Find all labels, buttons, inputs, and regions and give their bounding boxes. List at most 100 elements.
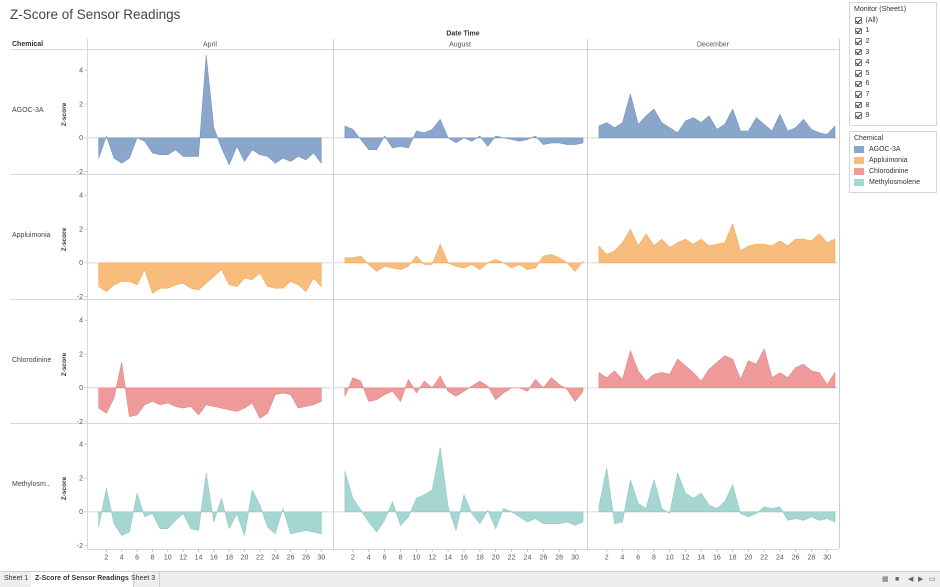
- legend-label: AGOC-3A: [869, 146, 901, 153]
- x-tick-label: 12: [179, 555, 187, 562]
- x-tick-label: 24: [271, 555, 279, 562]
- x-tick-label: 24: [524, 555, 532, 562]
- y-axis-label: Z-score: [61, 227, 68, 251]
- monitor-option[interactable]: 1: [850, 26, 936, 37]
- chemical-legend-panel: Chemical AGOC-3A Appluimonia Chlorodinine M…: [849, 131, 937, 193]
- legend-item[interactable]: Appluimonia: [850, 155, 936, 166]
- checkbox-checked-icon[interactable]: [855, 101, 862, 109]
- monitor-option-label: 8: [865, 101, 870, 109]
- x-tick-label: 26: [539, 555, 547, 562]
- legend-item[interactable]: Chlorodinine: [850, 166, 936, 177]
- monitor-option[interactable]: 4: [850, 57, 936, 68]
- y-tick-label: -2: [77, 543, 83, 550]
- x-tick-label: 28: [302, 555, 310, 562]
- x-tick-label: 28: [555, 555, 563, 562]
- x-tick-label: 6: [636, 555, 640, 562]
- sheet-tab[interactable]: Z-Score of Sensor Readings: [31, 572, 134, 587]
- y-tick-label: 0: [79, 385, 83, 392]
- y-tick-label: 2: [79, 226, 83, 233]
- monitor-option-label: 4: [865, 59, 870, 67]
- area-series-methylosmolene-august: [344, 447, 584, 533]
- x-tick-label: 26: [287, 555, 295, 562]
- checkbox-checked-icon[interactable]: [855, 112, 862, 119]
- legend-swatch: [854, 179, 864, 186]
- checkbox-checked-icon[interactable]: [855, 17, 862, 24]
- monitor-option[interactable]: 8: [850, 100, 936, 111]
- checkbox-checked-icon[interactable]: [855, 27, 862, 35]
- monitor-option-label: 6: [865, 80, 870, 88]
- x-tick-label: 2: [104, 555, 108, 562]
- x-tick-label: 22: [508, 555, 516, 562]
- monitor-option[interactable]: 9: [850, 110, 936, 121]
- monitor-option-label: (All): [865, 16, 878, 24]
- area-series-methylosmolene-april: [98, 472, 322, 536]
- area-series-chlorodinine-april: [98, 362, 322, 419]
- area-series-appluimonia-august: [344, 244, 584, 272]
- checkbox-checked-icon[interactable]: [855, 59, 862, 66]
- x-tick-label: 20: [241, 555, 249, 562]
- monitor-option[interactable]: 7: [850, 89, 936, 100]
- area-series-chlorodinine-december: [598, 348, 836, 389]
- y-tick-label: 4: [79, 318, 83, 325]
- checkbox-checked-icon[interactable]: [855, 48, 862, 56]
- checkbox-checked-icon[interactable]: [855, 70, 862, 77]
- monitor-option[interactable]: 5: [850, 68, 936, 79]
- y-tick-label: 4: [79, 442, 83, 449]
- monitor-filter-options: (All) 1 2 3 4 5 6 7 8 9: [850, 15, 936, 121]
- x-tick-label: 18: [729, 555, 737, 562]
- next-sheet-icon[interactable]: ▶: [918, 576, 924, 583]
- monitor-option[interactable]: (All): [850, 15, 936, 26]
- x-tick-label: 22: [256, 555, 264, 562]
- x-tick-label: 22: [760, 555, 768, 562]
- legend-item[interactable]: AGOC-3A: [850, 144, 936, 155]
- x-tick-label: 14: [697, 555, 705, 562]
- filmstrip-view-icon[interactable]: ■: [895, 576, 900, 583]
- area-series-chlorodinine-august: [344, 375, 584, 402]
- chemical-row-label: Chlorodinine: [12, 357, 51, 364]
- x-tick-label: 30: [823, 555, 831, 562]
- area-series-agoc-3a-december: [598, 93, 836, 139]
- monitor-option-label: 3: [865, 48, 870, 56]
- checkbox-checked-icon[interactable]: [855, 80, 862, 88]
- y-tick-label: 4: [79, 68, 83, 75]
- checkbox-checked-icon[interactable]: [855, 38, 862, 45]
- legend-swatch: [854, 146, 864, 153]
- x-tick-label: 28: [807, 555, 815, 562]
- monitor-option-label: 1: [865, 27, 870, 35]
- y-tick-label: -2: [77, 419, 83, 426]
- presentation-mode-icon[interactable]: ▭: [929, 576, 936, 583]
- x-tick-label: 30: [317, 555, 325, 562]
- x-tick-label: 16: [460, 555, 468, 562]
- monitor-option[interactable]: 6: [850, 79, 936, 90]
- legend-label: Appluimonia: [869, 157, 908, 164]
- y-tick-label: 0: [79, 135, 83, 142]
- x-tick-label: 26: [792, 555, 800, 562]
- monitor-option[interactable]: 2: [850, 36, 936, 47]
- month-header: April: [203, 42, 217, 49]
- y-tick-label: -2: [77, 294, 83, 301]
- sheet-tab[interactable]: Sheet 1: [0, 572, 34, 587]
- y-tick-label: 2: [79, 351, 83, 358]
- monitor-option-label: 9: [865, 112, 870, 120]
- checkbox-checked-icon[interactable]: [855, 91, 862, 98]
- x-tick-label: 14: [195, 555, 203, 562]
- x-tick-label: 24: [776, 555, 784, 562]
- y-tick-label: -2: [77, 169, 83, 176]
- grid-view-icon[interactable]: ▦: [882, 576, 889, 583]
- month-header: August: [449, 42, 471, 49]
- legend-item[interactable]: Methylosmolene: [850, 177, 936, 188]
- x-tick-label: 4: [120, 555, 124, 562]
- area-series-appluimonia-december: [598, 223, 836, 264]
- monitor-option-label: 7: [865, 90, 870, 98]
- x-tick-label: 12: [428, 555, 436, 562]
- legend-label: Chlorodinine: [869, 168, 909, 175]
- row-header: Chemical: [12, 41, 43, 48]
- x-tick-label: 20: [745, 555, 753, 562]
- month-header: December: [697, 42, 730, 49]
- monitor-option[interactable]: 3: [850, 47, 936, 58]
- chemical-legend-items: AGOC-3A Appluimonia Chlorodinine Methylosmo…: [850, 144, 936, 188]
- first-sheet-icon[interactable]: ◀: [908, 576, 914, 583]
- area-series-agoc-3a-august: [344, 119, 584, 150]
- sheet-tab[interactable]: Sheet 3: [127, 572, 161, 587]
- chemical-row-label: Methylosm..: [12, 481, 50, 488]
